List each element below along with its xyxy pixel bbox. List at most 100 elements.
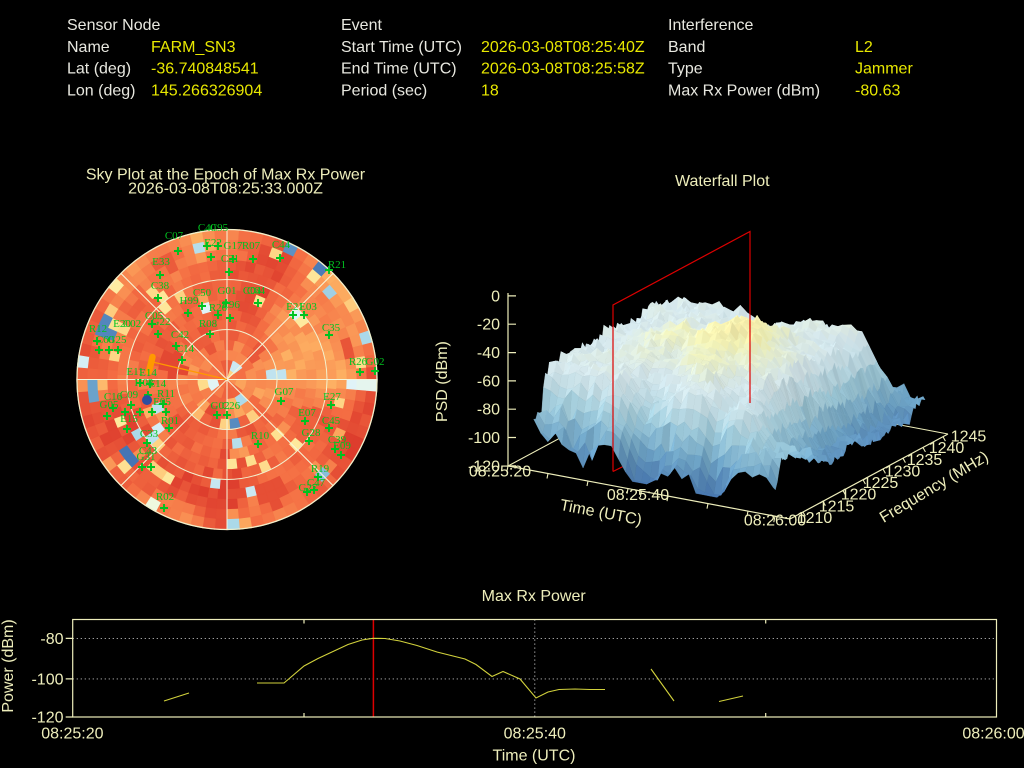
svg-text:R11: R11 xyxy=(157,388,175,400)
svg-text:Period (sec): Period (sec) xyxy=(341,82,427,99)
svg-text:Name: Name xyxy=(67,39,110,56)
svg-text:-36.740848541: -36.740848541 xyxy=(151,61,259,78)
svg-text:C50: C50 xyxy=(193,287,212,299)
svg-text:FARM_SN3: FARM_SN3 xyxy=(151,39,236,56)
svg-text:C47: C47 xyxy=(307,477,326,489)
svg-text:E21: E21 xyxy=(286,301,304,313)
svg-text:E27: E27 xyxy=(323,391,341,403)
svg-text:C43: C43 xyxy=(139,445,158,457)
svg-text:E07: E07 xyxy=(298,407,316,419)
svg-text:Start Time (UTC): Start Time (UTC) xyxy=(341,39,462,56)
svg-text:R10: R10 xyxy=(251,430,270,442)
svg-text:C05: C05 xyxy=(145,310,164,322)
svg-text:C38: C38 xyxy=(151,280,170,292)
svg-text:-100: -100 xyxy=(468,430,500,447)
svg-text:C60: C60 xyxy=(96,334,115,346)
svg-text:E11: E11 xyxy=(126,366,143,378)
svg-text:E15: E15 xyxy=(120,413,138,425)
svg-text:G17: G17 xyxy=(224,240,243,252)
svg-text:C14: C14 xyxy=(176,343,195,355)
svg-text:E14: E14 xyxy=(139,367,157,379)
svg-text:G05: G05 xyxy=(100,399,119,411)
svg-text:Time (UTC): Time (UTC) xyxy=(493,748,576,765)
svg-text:Max Rx Power (dBm): Max Rx Power (dBm) xyxy=(668,82,820,99)
svg-text:Sky Plot at the Epoch of Max R: Sky Plot at the Epoch of Max Rx Power xyxy=(86,166,366,183)
svg-text:R08: R08 xyxy=(199,318,218,330)
svg-text:L2: L2 xyxy=(855,39,873,56)
svg-text:-20: -20 xyxy=(477,317,500,334)
svg-text:G31: G31 xyxy=(137,451,156,463)
svg-text:-100: -100 xyxy=(31,671,63,688)
svg-text:1230: 1230 xyxy=(885,463,921,480)
svg-text:C95: C95 xyxy=(210,222,229,234)
svg-text:E03: E03 xyxy=(299,301,317,313)
svg-text:Type: Type xyxy=(668,61,703,78)
svg-text:Band: Band xyxy=(668,39,705,56)
svg-text:-60: -60 xyxy=(477,373,500,390)
svg-text:R26: R26 xyxy=(209,302,228,314)
svg-text:Interference: Interference xyxy=(668,17,753,34)
svg-text:Lon (deg): Lon (deg) xyxy=(67,82,136,99)
svg-text:18: 18 xyxy=(481,82,499,99)
svg-text:-80: -80 xyxy=(477,402,500,419)
svg-text:08:25:20: 08:25:20 xyxy=(469,464,531,481)
svg-text:C45: C45 xyxy=(322,415,341,427)
svg-text:1235: 1235 xyxy=(907,452,943,469)
svg-text:C40: C40 xyxy=(198,222,217,234)
svg-text:2026-03-08T08:25:58Z: 2026-03-08T08:25:58Z xyxy=(481,61,645,78)
svg-text:R19: R19 xyxy=(311,463,330,475)
svg-text:R02: R02 xyxy=(156,491,174,503)
svg-text:1215: 1215 xyxy=(819,498,855,515)
svg-text:Max Rx Power: Max Rx Power xyxy=(482,588,587,605)
svg-text:End Time (UTC): End Time (UTC) xyxy=(341,61,457,78)
svg-text:08:25:20: 08:25:20 xyxy=(41,726,103,743)
svg-text:Waterfall Plot: Waterfall Plot xyxy=(675,173,770,190)
svg-text:C09: C09 xyxy=(120,389,139,401)
svg-text:G22: G22 xyxy=(152,316,171,328)
svg-text:145.266326904: 145.266326904 xyxy=(151,82,262,99)
svg-text:Power (dBm): Power (dBm) xyxy=(0,619,17,712)
svg-text:G07: G07 xyxy=(275,386,294,398)
svg-text:1220: 1220 xyxy=(841,487,877,504)
svg-text:C39: C39 xyxy=(328,434,347,446)
svg-text:C35: C35 xyxy=(322,322,341,334)
svg-text:H99: H99 xyxy=(180,295,199,307)
svg-text:1245: 1245 xyxy=(951,429,987,446)
svg-text:PSD (dBm): PSD (dBm) xyxy=(434,341,451,422)
svg-text:G28: G28 xyxy=(302,427,321,439)
svg-text:R07: R07 xyxy=(242,240,261,252)
svg-text:G01: G01 xyxy=(218,285,237,297)
svg-text:Sensor Node: Sensor Node xyxy=(67,17,160,34)
svg-text:C33: C33 xyxy=(140,428,159,440)
svg-text:R21: R21 xyxy=(328,259,346,271)
svg-text:G02: G02 xyxy=(211,400,230,412)
svg-text:1240: 1240 xyxy=(929,440,965,457)
svg-text:C04: C04 xyxy=(243,285,262,297)
svg-text:-80.63: -80.63 xyxy=(855,82,900,99)
svg-text:C02: C02 xyxy=(123,318,141,330)
svg-text:-120: -120 xyxy=(31,710,63,727)
svg-text:R26: R26 xyxy=(349,356,368,368)
svg-text:Lat (deg): Lat (deg) xyxy=(67,61,131,78)
svg-text:Event: Event xyxy=(341,17,382,34)
svg-text:E20: E20 xyxy=(113,318,131,330)
svg-text:-120: -120 xyxy=(468,458,500,475)
svg-text:R12: R12 xyxy=(89,323,107,335)
svg-text:2026-03-08T08:25:40Z: 2026-03-08T08:25:40Z xyxy=(481,39,645,56)
svg-text:1225: 1225 xyxy=(863,475,899,492)
svg-text:E96: E96 xyxy=(222,299,240,311)
svg-text:-40: -40 xyxy=(477,345,500,362)
svg-text:08:25:40: 08:25:40 xyxy=(607,487,669,504)
svg-text:C16: C16 xyxy=(104,391,123,403)
svg-text:C64: C64 xyxy=(247,285,266,297)
svg-text:E33: E33 xyxy=(152,256,170,268)
svg-text:G25: G25 xyxy=(108,334,127,346)
svg-text:C07: C07 xyxy=(165,230,184,242)
svg-text:R01: R01 xyxy=(161,415,179,427)
svg-text:C26: C26 xyxy=(222,400,241,412)
svg-text:08:26:00: 08:26:00 xyxy=(962,726,1024,743)
svg-text:0: 0 xyxy=(491,288,500,305)
svg-text:C14: C14 xyxy=(148,378,167,390)
svg-text:C42: C42 xyxy=(171,329,189,341)
svg-text:08:26:00: 08:26:00 xyxy=(744,513,806,530)
